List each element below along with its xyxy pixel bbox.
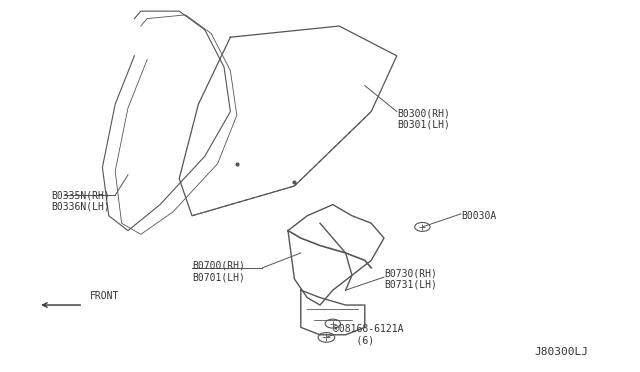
Text: FRONT: FRONT (90, 291, 119, 301)
Text: B0700(RH)
B0701(LH): B0700(RH) B0701(LH) (192, 261, 245, 282)
Text: B0335N(RH)
B0336N(LH): B0335N(RH) B0336N(LH) (51, 190, 110, 212)
Text: J80300LJ: J80300LJ (535, 347, 589, 357)
Text: B0730(RH)
B0731(LH): B0730(RH) B0731(LH) (384, 268, 437, 290)
Text: B0300(RH)
B0301(LH): B0300(RH) B0301(LH) (397, 108, 450, 130)
Text: B0030A: B0030A (461, 211, 496, 221)
Text: ®08168-6121A
    (6): ®08168-6121A (6) (333, 324, 403, 346)
